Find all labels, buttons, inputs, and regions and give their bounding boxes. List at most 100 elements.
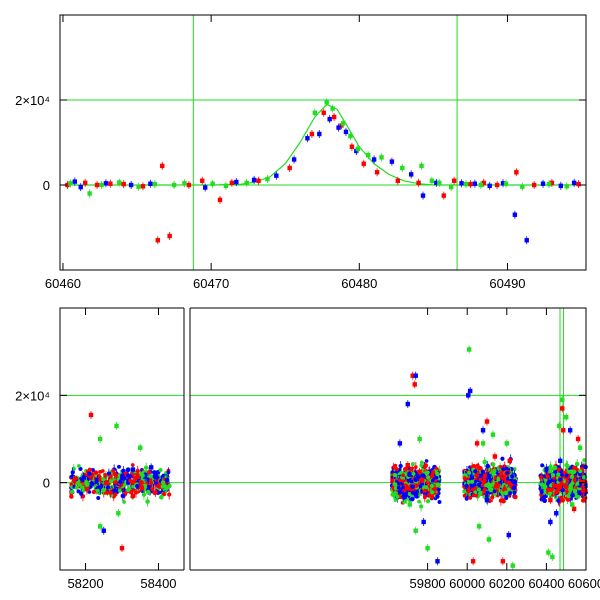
data-point (570, 493, 575, 498)
data-point (546, 550, 551, 555)
data-point (435, 559, 440, 564)
data-point (477, 487, 481, 492)
data-point (540, 482, 545, 487)
data-point (402, 499, 407, 504)
data-point (158, 494, 164, 500)
data-point (473, 469, 478, 474)
data-point (557, 423, 562, 429)
data-point (167, 233, 172, 239)
data-point (567, 428, 573, 433)
data-point (409, 479, 414, 484)
data-point (429, 495, 435, 500)
data-point (139, 486, 145, 491)
data-point (420, 473, 426, 478)
top-data-points (60, 15, 586, 270)
data-point (419, 460, 424, 465)
data-point (244, 180, 249, 186)
data-point (136, 184, 141, 189)
data-point (140, 473, 145, 478)
top-panel: 0 2×10⁴ 60460 60470 60480 60490 (15, 14, 587, 291)
data-point (396, 485, 401, 490)
data-point (512, 490, 517, 495)
data-point (556, 498, 561, 503)
x-tick-label: 60400 (528, 576, 564, 591)
data-point (435, 471, 440, 477)
data-point (507, 458, 512, 464)
data-point (434, 475, 439, 480)
data-point (420, 193, 426, 198)
data-point (512, 479, 517, 484)
data-point (160, 163, 165, 169)
x-tick-label: 58400 (140, 576, 176, 591)
data-point (154, 474, 160, 480)
data-point (507, 490, 513, 496)
data-point (140, 184, 146, 189)
data-point (410, 373, 415, 378)
data-point (74, 485, 79, 490)
data-point (105, 485, 111, 490)
data-point (119, 545, 125, 551)
data-point (424, 459, 429, 463)
data-point (330, 106, 335, 111)
data-point (80, 477, 85, 482)
data-point (498, 464, 503, 469)
data-point (562, 478, 567, 484)
data-point (77, 482, 82, 487)
data-point (496, 477, 501, 482)
x-tick-label: 60600 (568, 576, 600, 591)
data-point (305, 136, 310, 141)
data-point (331, 114, 337, 120)
data-point (130, 463, 135, 467)
top-plot-frame (59, 14, 587, 271)
data-point (430, 478, 435, 483)
data-point (561, 428, 566, 433)
axes: 0 2×10⁴ 60460 60470 60480 60490 (15, 15, 586, 291)
data-point (78, 466, 83, 471)
data-point (435, 482, 441, 487)
data-point (424, 485, 429, 490)
data-point (512, 467, 517, 472)
data-point (182, 181, 187, 186)
data-point (65, 182, 70, 188)
data-point (125, 473, 131, 478)
data-point (108, 474, 113, 479)
data-point (570, 481, 575, 486)
data-point (559, 472, 564, 477)
data-point (500, 456, 505, 461)
data-point (101, 528, 106, 533)
data-point (495, 483, 501, 488)
data-point (128, 489, 134, 495)
data-point (564, 484, 569, 490)
bottom-data-points (60, 308, 588, 570)
data-point (321, 110, 326, 115)
data-point (405, 401, 410, 407)
x-tick-label: 60480 (341, 276, 377, 291)
data-point (153, 490, 158, 494)
data-point (265, 176, 270, 182)
data-point (312, 110, 318, 115)
data-point (355, 146, 361, 152)
data-point (397, 467, 402, 472)
data-point (287, 165, 292, 171)
data-point (118, 479, 123, 484)
data-point (435, 494, 440, 499)
data-point (97, 524, 103, 529)
data-point (402, 489, 406, 493)
data-point (79, 491, 84, 496)
data-point (431, 470, 436, 475)
data-point (130, 467, 136, 472)
y-tick-label: 2×10⁴ (15, 388, 50, 403)
data-point (505, 470, 510, 475)
y-tick-label: 0 (43, 178, 50, 193)
data-point (560, 397, 565, 402)
data-point (485, 463, 491, 469)
data-point (397, 489, 403, 495)
data-point (96, 488, 100, 493)
data-point (571, 477, 577, 483)
data-point (417, 499, 421, 504)
data-point (317, 131, 322, 137)
data-point (146, 470, 152, 475)
data-point (462, 489, 467, 494)
data-point (551, 483, 557, 488)
data-point (550, 473, 556, 478)
